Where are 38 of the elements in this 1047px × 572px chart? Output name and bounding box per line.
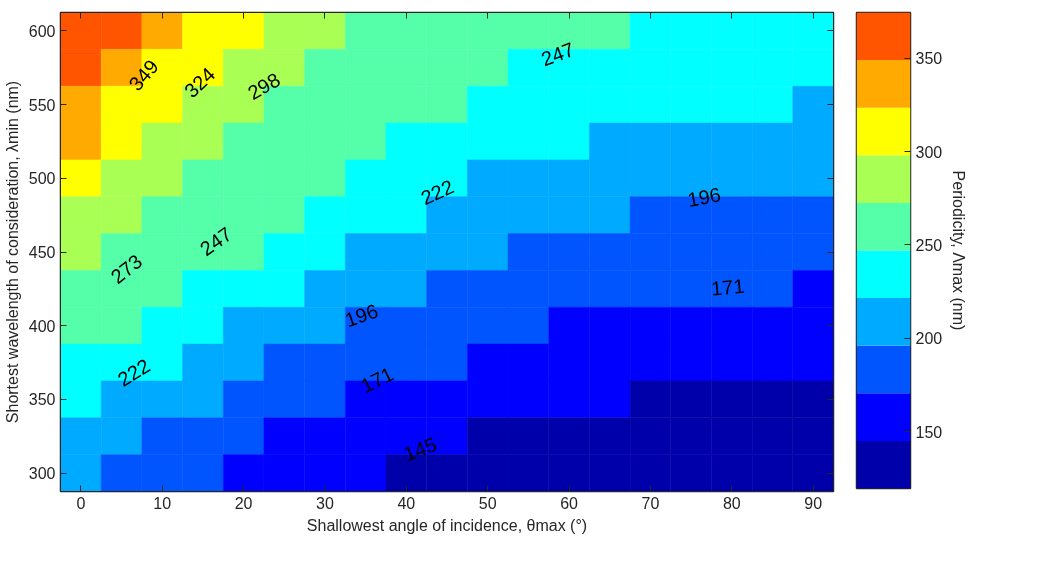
color-bar-label: 150 xyxy=(915,423,943,441)
color-bar-label: 250 xyxy=(915,236,943,254)
color-bar-label: 350 xyxy=(915,50,943,68)
y-tick-label: 300 xyxy=(28,465,56,483)
x-axis-title: Shallowest angle of incidence, θmax (°) xyxy=(306,516,588,534)
x-tick-label: 70 xyxy=(641,494,660,512)
y-tick-label: 500 xyxy=(28,170,56,188)
y-tick-label: 600 xyxy=(28,22,56,40)
annotation: 247 xyxy=(195,222,236,260)
annotation: 222 xyxy=(113,354,154,391)
x-tick-label: 50 xyxy=(478,494,497,512)
y-tick-label: 350 xyxy=(28,391,56,409)
annotation: 145 xyxy=(400,432,440,466)
color-bar-label: 300 xyxy=(915,143,943,161)
x-tick-label: 10 xyxy=(153,494,172,512)
color-bar-title: Periodicity, Λmax (nm) xyxy=(950,170,968,331)
annotation: 171 xyxy=(710,274,746,300)
annotation: 298 xyxy=(243,68,284,105)
annotation: 324 xyxy=(179,63,220,102)
y-tick-label: 450 xyxy=(28,244,56,261)
y-axis-title: Shortest wavelength of consideration, λmin (nm) xyxy=(3,80,21,424)
annotation: 247 xyxy=(538,38,578,71)
annotation: 222 xyxy=(417,175,457,210)
annotation: 171 xyxy=(357,362,397,398)
x-tick-label: 20 xyxy=(234,494,253,512)
annotation: 196 xyxy=(685,183,723,211)
x-tick-label: 30 xyxy=(316,494,334,512)
x-tick-label: 90 xyxy=(804,494,823,512)
y-tick-label: 400 xyxy=(28,317,56,335)
x-tick-label: 80 xyxy=(722,494,741,512)
annotation: 196 xyxy=(342,299,381,332)
annotation: 273 xyxy=(106,249,147,288)
annotation: 349 xyxy=(124,55,163,95)
x-tick-label: 40 xyxy=(397,494,416,512)
color-bar-label: 200 xyxy=(915,330,943,348)
x-tick-label: 0 xyxy=(76,494,86,512)
y-tick-label: 550 xyxy=(28,96,56,114)
x-tick-label: 60 xyxy=(560,494,579,512)
